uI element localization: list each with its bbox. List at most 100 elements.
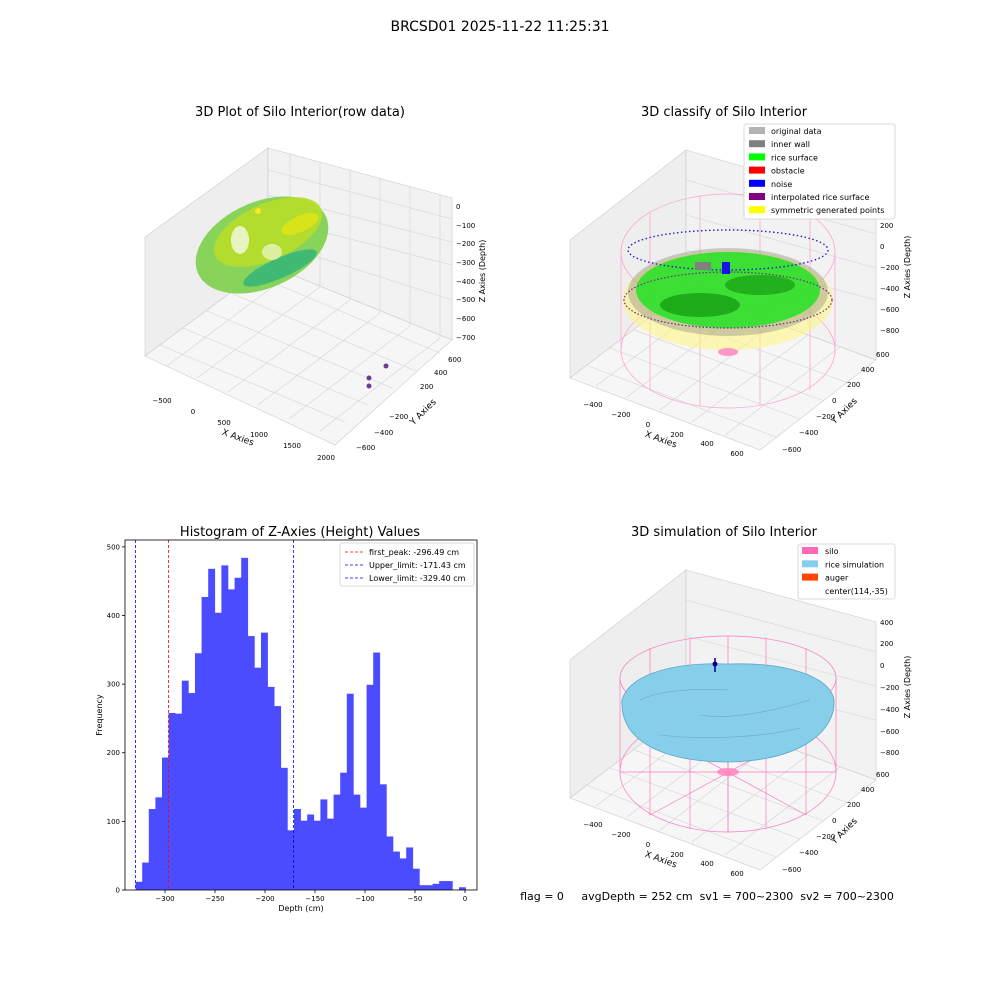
histogram-y-tick: 0 — [116, 887, 120, 895]
histogram-bar — [181, 680, 189, 890]
histogram-bar — [366, 684, 374, 890]
histogram-bar — [333, 794, 341, 890]
histogram-legend: first_peak: -296.49 cm Upper_limit: -171.… — [339, 542, 475, 587]
histogram-y-label: Frequency — [95, 694, 104, 736]
classify-legend-label: interpolated rice surface — [771, 193, 869, 202]
histogram-bar — [214, 612, 222, 890]
histogram-bar — [426, 885, 433, 890]
raw-3d-title: 3D Plot of Silo Interior(row data) — [195, 105, 405, 120]
simulation-3d-panel: 3D simulation of Silo Interior — [569, 525, 912, 878]
histogram-bar — [327, 818, 334, 890]
histogram-legend-label: first_peak: -296.49 cm — [369, 548, 459, 557]
classify-3d-z-tick: −600 — [880, 306, 899, 314]
raw-3d-y-ticks: 600 400 200 −200 −400 −600 — [356, 356, 461, 452]
histogram-x-tick: −50 — [408, 895, 423, 903]
classify-legend-label: noise — [771, 180, 792, 189]
simulation-3d-z-tick: −600 — [880, 728, 899, 736]
classify-point-cloud — [623, 229, 833, 356]
histogram-bar — [445, 881, 453, 890]
histogram-bar — [208, 568, 216, 890]
simulation-legend-swatch — [802, 573, 818, 581]
raw-3d-z-tick: 0 — [456, 203, 460, 211]
simulation-legend-label: center(114,-35) — [825, 587, 888, 596]
raw-3d-panel: 3D Plot of Silo Interior(row data) — [144, 105, 487, 462]
histogram-bar — [379, 784, 387, 890]
simulation-legend-label: auger — [825, 574, 849, 583]
raw-3d-x-tick: 0 — [191, 408, 195, 416]
histogram-y-tick: 300 — [107, 681, 120, 689]
raw-3d-y-tick: 400 — [434, 369, 447, 377]
simulation-3d-y-ticks: 600 400 200 0 −200 −400 −600 — [782, 771, 889, 874]
raw-3d-z-ticks: 0 −100 −200 −300 −400 −500 −600 −700 — [456, 203, 475, 342]
classify-3d-y-tick: −400 — [799, 429, 818, 437]
classify-3d-z-tick: −200 — [880, 264, 899, 272]
histogram-legend-items: first_peak: -296.49 cm Upper_limit: -171.… — [345, 548, 466, 583]
classify-3d-x-tick: 400 — [700, 440, 713, 448]
classify-legend-swatch — [749, 179, 765, 187]
simulation-3d-y-tick: 200 — [847, 801, 860, 809]
simulation-legend: silo rice simulation auger center(114,-35) — [797, 543, 896, 600]
simulation-auger — [712, 658, 718, 672]
classify-3d-z-tick: 0 — [880, 243, 884, 251]
simulation-rice-surface — [621, 663, 835, 776]
raw-3d-y-tick: −600 — [356, 444, 375, 452]
simulation-3d-z-tick: −200 — [880, 684, 899, 692]
histogram-bar — [300, 820, 308, 890]
raw-3d-y-label: Y Axies — [408, 397, 439, 428]
simulation-3d-x-tick: −200 — [611, 831, 630, 839]
raw-3d-y-tick: 600 — [448, 356, 461, 364]
classify-3d-x-tick: −200 — [611, 411, 630, 419]
histogram-title: Histogram of Z-Axies (Height) Values — [180, 525, 420, 540]
classify-3d-x-tick: 200 — [670, 431, 683, 439]
histogram-bar — [432, 883, 440, 890]
classify-3d-x-ticks: −400 −200 0 200 400 600 — [583, 401, 743, 458]
classify-3d-y-ticks: 600 400 200 0 −200 −400 −600 — [782, 351, 889, 454]
classify-3d-x-tick: 600 — [730, 450, 743, 458]
histogram-bar — [287, 830, 295, 890]
histogram-bar — [168, 712, 176, 890]
histogram-x-tick: −150 — [305, 895, 324, 903]
raw-3d-floor-pane — [144, 264, 453, 446]
histogram-x-tick: 0 — [463, 895, 467, 903]
simulation-legend-swatch — [802, 547, 818, 554]
histogram-bar — [135, 881, 143, 890]
histogram-bar — [360, 807, 367, 890]
histogram-bar — [320, 799, 328, 890]
raw-3d-x-ticks: −500 0 500 1000 1500 2000 — [152, 397, 335, 462]
raw-3d-y-tick: 200 — [420, 383, 433, 391]
histogram-bar — [313, 820, 321, 890]
histogram-bar — [386, 836, 394, 890]
histogram-bar — [353, 794, 361, 890]
histogram-bar — [195, 653, 202, 890]
status-line: flag = 0 avgDepth = 252 cm sv1 = 700~230… — [520, 890, 894, 903]
simulation-3d-z-tick: 200 — [880, 640, 893, 648]
simulation-3d-y-tick: −400 — [799, 849, 818, 857]
histogram-x-ticks: −300 −250 −200 −150 −100 −50 0 — [155, 890, 467, 903]
classify-3d-y-tick: −200 — [816, 413, 835, 421]
histogram-bar — [346, 693, 354, 890]
raw-3d-gridlines — [159, 154, 453, 432]
classify-legend-frame — [743, 123, 896, 220]
histogram-threshold-lines — [135, 540, 294, 890]
raw-3d-point-cloud — [195, 196, 389, 389]
raw-3d-x-tick: 1500 — [283, 442, 301, 450]
raw-3d-z-tick: −500 — [456, 296, 475, 304]
histogram-bar — [267, 686, 275, 890]
simulation-3d-title: 3D simulation of Silo Interior — [631, 525, 818, 540]
simulation-3d-z-ticks: 400 200 0 −200 −400 −600 −800 — [880, 619, 899, 757]
raw-3d-z-tick: −100 — [456, 222, 475, 230]
raw-3d-y-tick: −200 — [389, 413, 408, 421]
classify-3d-y-tick: 600 — [876, 351, 889, 359]
simulation-3d-x-tick: 600 — [730, 870, 743, 878]
histogram-bar — [307, 814, 315, 890]
simulation-3d-x-tick: 0 — [646, 841, 650, 849]
classify-3d-y-tick: 200 — [847, 381, 860, 389]
histogram-bar — [406, 847, 414, 890]
simulation-3d-z-label: Z Axies (Depth) — [903, 656, 912, 719]
classify-legend-swatch — [749, 193, 765, 200]
simulation-3d-z-tick: 0 — [880, 662, 884, 670]
histogram-legend-label: Lower_limit: -329.40 cm — [369, 574, 466, 583]
histogram-bar — [459, 887, 466, 890]
raw-3d-x-tick: −500 — [152, 397, 171, 405]
histogram-bar — [254, 667, 262, 890]
